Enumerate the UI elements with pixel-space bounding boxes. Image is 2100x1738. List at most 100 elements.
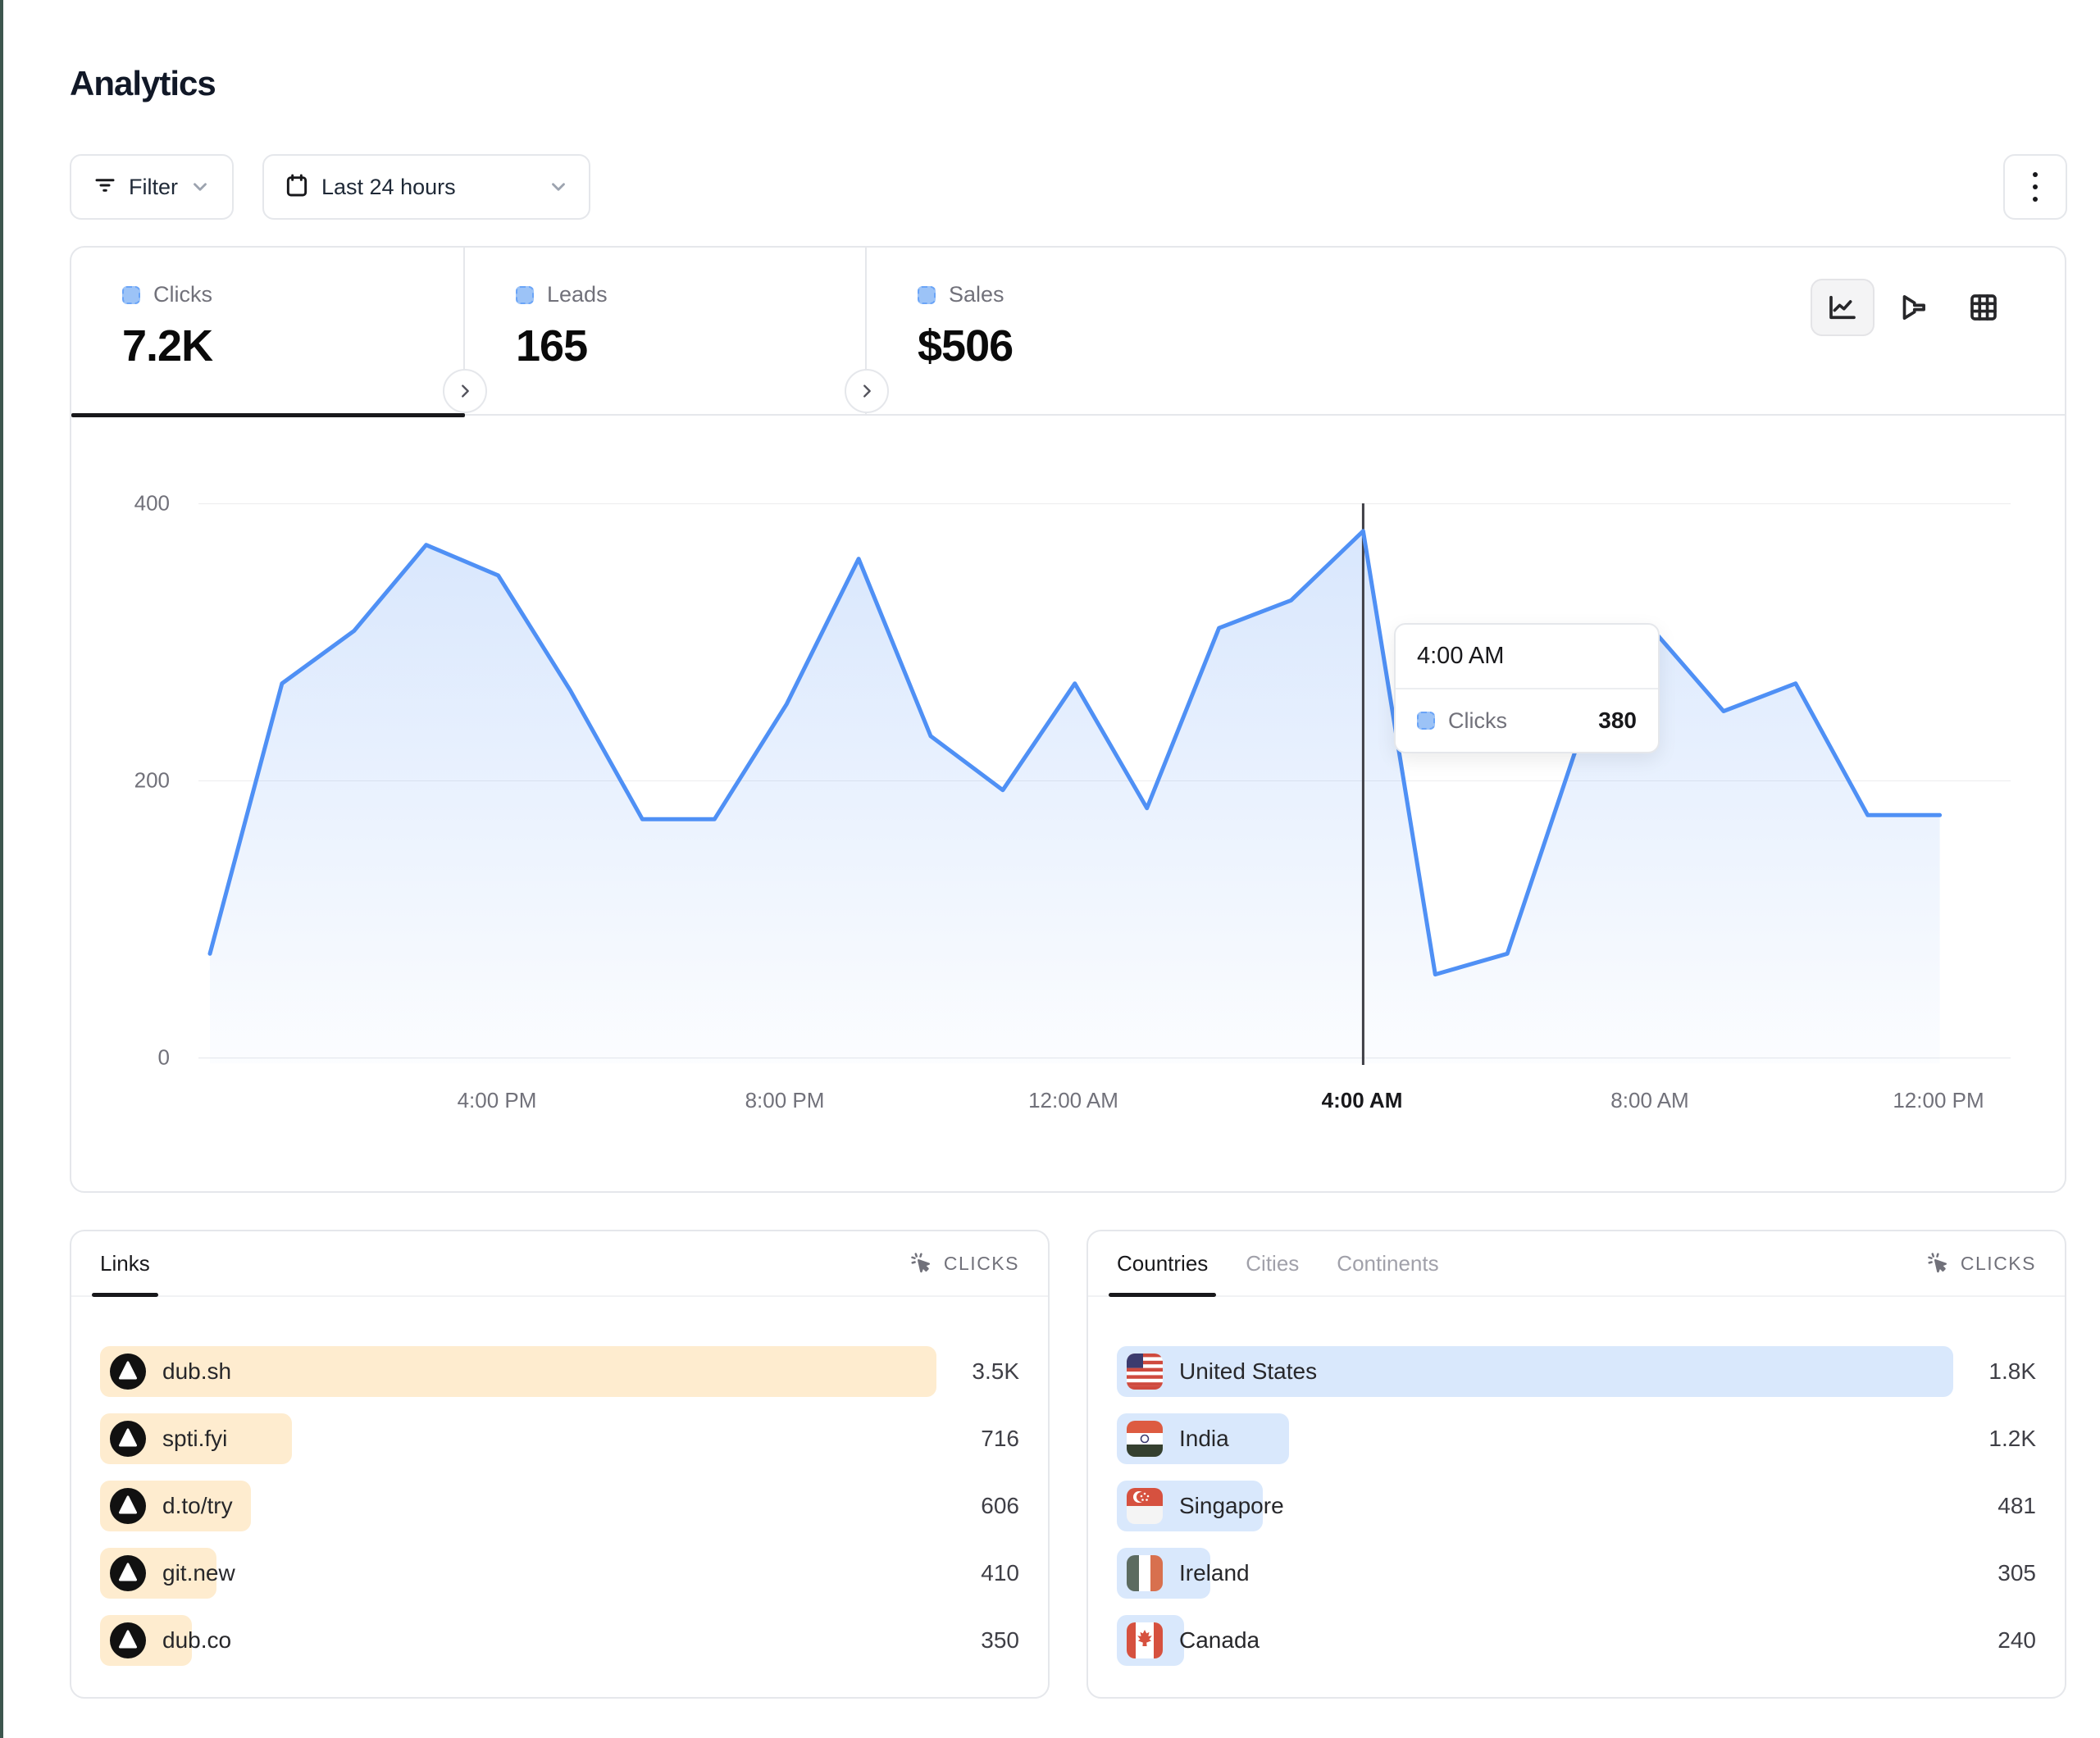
x-axis-tick: 8:00 PM <box>745 1088 825 1112</box>
date-range-button[interactable]: Last 24 hours <box>262 154 590 220</box>
row-label: Canada <box>1179 1627 1260 1653</box>
row-label: Ireland <box>1179 1560 1250 1586</box>
y-axis-tick: 400 <box>134 490 170 516</box>
metric-divider-chevron-button[interactable] <box>443 369 487 413</box>
metric-tab-sales[interactable]: Sales $506 <box>867 248 1326 416</box>
row-value: 350 <box>981 1627 1019 1653</box>
filter-icon <box>93 173 117 202</box>
dub-logo-icon <box>110 1354 146 1390</box>
window-edge-strip <box>0 0 3 1738</box>
filter-button-label: Filter <box>129 174 178 199</box>
metric-tabstrip: Clicks 7.2K Leads 165 Sales $506 <box>71 248 2065 417</box>
page-title: Analytics <box>70 64 216 102</box>
chevron-down-icon <box>189 176 211 198</box>
x-axis-tick: 12:00 PM <box>1893 1088 1984 1112</box>
country-row[interactable]: India 1.2K <box>1117 1413 2036 1464</box>
row-label: Singapore <box>1179 1493 1284 1518</box>
metric-tab-leads[interactable]: Leads 165 <box>465 248 867 416</box>
calendar-icon <box>284 172 310 202</box>
link-row[interactable]: d.to/try 606 <box>100 1481 1019 1531</box>
tab-label: Cities <box>1246 1250 1300 1276</box>
line-chart-icon <box>1829 295 1856 320</box>
more-options-button[interactable] <box>2003 154 2067 220</box>
tab-label: Continents <box>1337 1250 1439 1276</box>
date-range-label: Last 24 hours <box>321 174 456 199</box>
tab-label: Countries <box>1117 1250 1209 1276</box>
link-row[interactable]: git.new 410 <box>100 1548 1019 1599</box>
table-grid-icon <box>1970 294 1997 321</box>
metric-label: Sales <box>949 282 1004 307</box>
filter-button[interactable]: Filter <box>70 154 234 220</box>
link-row[interactable]: dub.co 350 <box>100 1615 1019 1666</box>
value-bar <box>100 1346 937 1397</box>
country-row[interactable]: Canada 240 <box>1117 1615 2036 1666</box>
tab-countries[interactable]: Countries <box>1109 1231 1217 1297</box>
metric-value: $506 <box>918 321 1014 371</box>
countries-metric-column-button[interactable]: CLICKS <box>1926 1251 2036 1276</box>
tooltip-metric-label: Clicks <box>1448 707 1507 733</box>
x-axis-tick: 8:00 AM <box>1610 1088 1689 1112</box>
chart-tooltip: 4:00 AM Clicks 380 <box>1394 623 1660 753</box>
tab-label: Links <box>100 1250 150 1276</box>
metric-value: 7.2K <box>122 321 213 371</box>
line-chart-view-button[interactable] <box>1811 279 1875 336</box>
clicks-legend-swatch <box>122 285 140 304</box>
chevron-down-icon <box>548 176 569 198</box>
tooltip-metric-value: 380 <box>1598 707 1637 733</box>
link-row[interactable]: dub.sh 3.5K <box>100 1346 1019 1397</box>
chart-area-fill <box>210 530 1940 1063</box>
analytics-chart-card: Clicks 7.2K Leads 165 Sales $506 <box>70 246 2066 1193</box>
dub-logo-icon <box>110 1555 146 1591</box>
links-metric-column-button[interactable]: CLICKS <box>909 1251 1019 1276</box>
x-axis-tick: 12:00 AM <box>1028 1088 1118 1112</box>
links-panel: Links CLICKS dub.sh 3.5K spti.fyi 716 d.to/t… <box>70 1230 1050 1699</box>
country-row[interactable]: United States 1.8K <box>1117 1346 2036 1397</box>
metric-value: 165 <box>516 321 588 371</box>
cursor-click-icon <box>1928 1253 1947 1273</box>
cursor-click-icon <box>911 1253 930 1273</box>
chart-type-switcher <box>1811 279 2016 336</box>
link-row[interactable]: spti.fyi 716 <box>100 1413 1019 1464</box>
chevron-right-icon <box>863 384 871 398</box>
ca-flag-icon <box>1127 1622 1163 1658</box>
country-row[interactable]: Singapore 481 <box>1117 1481 2036 1531</box>
y-axis-tick: 0 <box>157 1044 170 1070</box>
tab-continents[interactable]: Continents <box>1337 1231 1438 1295</box>
row-label: India <box>1179 1426 1229 1451</box>
tooltip-legend-swatch <box>1417 712 1435 730</box>
table-view-button[interactable] <box>1952 279 2016 336</box>
value-bar <box>1117 1346 1954 1397</box>
funnel-view-button[interactable] <box>1881 279 1945 336</box>
kebab-menu-icon <box>2033 172 2038 202</box>
clicks-area-chart[interactable] <box>198 498 2011 1067</box>
funnel-icon <box>1902 295 1925 320</box>
row-label: dub.co <box>162 1627 232 1653</box>
row-value: 410 <box>981 1560 1019 1586</box>
gridline <box>198 503 2011 504</box>
row-value: 606 <box>981 1493 1019 1518</box>
metric-column-label: CLICKS <box>1960 1252 2036 1274</box>
row-label: d.to/try <box>162 1493 233 1518</box>
x-axis-tick-highlighted: 4:00 AM <box>1321 1088 1403 1112</box>
ie-flag-icon <box>1127 1555 1163 1591</box>
active-tab-underline <box>92 1293 158 1297</box>
row-value: 3.5K <box>972 1358 1019 1384</box>
active-tab-underline <box>1109 1293 1217 1297</box>
metric-label: Clicks <box>153 282 212 307</box>
row-label: git.new <box>162 1560 235 1586</box>
row-label: United States <box>1179 1358 1318 1384</box>
metric-column-label: CLICKS <box>943 1252 1019 1274</box>
dub-logo-icon <box>110 1421 146 1457</box>
country-row[interactable]: Ireland 305 <box>1117 1548 2036 1599</box>
metric-divider-chevron-button[interactable] <box>845 369 889 413</box>
links-list: dub.sh 3.5K spti.fyi 716 d.to/try 606 git.new 4… <box>100 1346 1019 1666</box>
tab-cities[interactable]: Cities <box>1246 1231 1299 1295</box>
row-value: 1.8K <box>1988 1358 2036 1384</box>
row-label: spti.fyi <box>162 1426 228 1451</box>
tab-links[interactable]: Links <box>92 1231 158 1297</box>
chevron-right-icon <box>462 384 469 398</box>
y-axis-tick: 200 <box>134 767 170 793</box>
active-tab-underline <box>71 413 465 417</box>
metric-tab-clicks[interactable]: Clicks 7.2K <box>71 248 465 417</box>
